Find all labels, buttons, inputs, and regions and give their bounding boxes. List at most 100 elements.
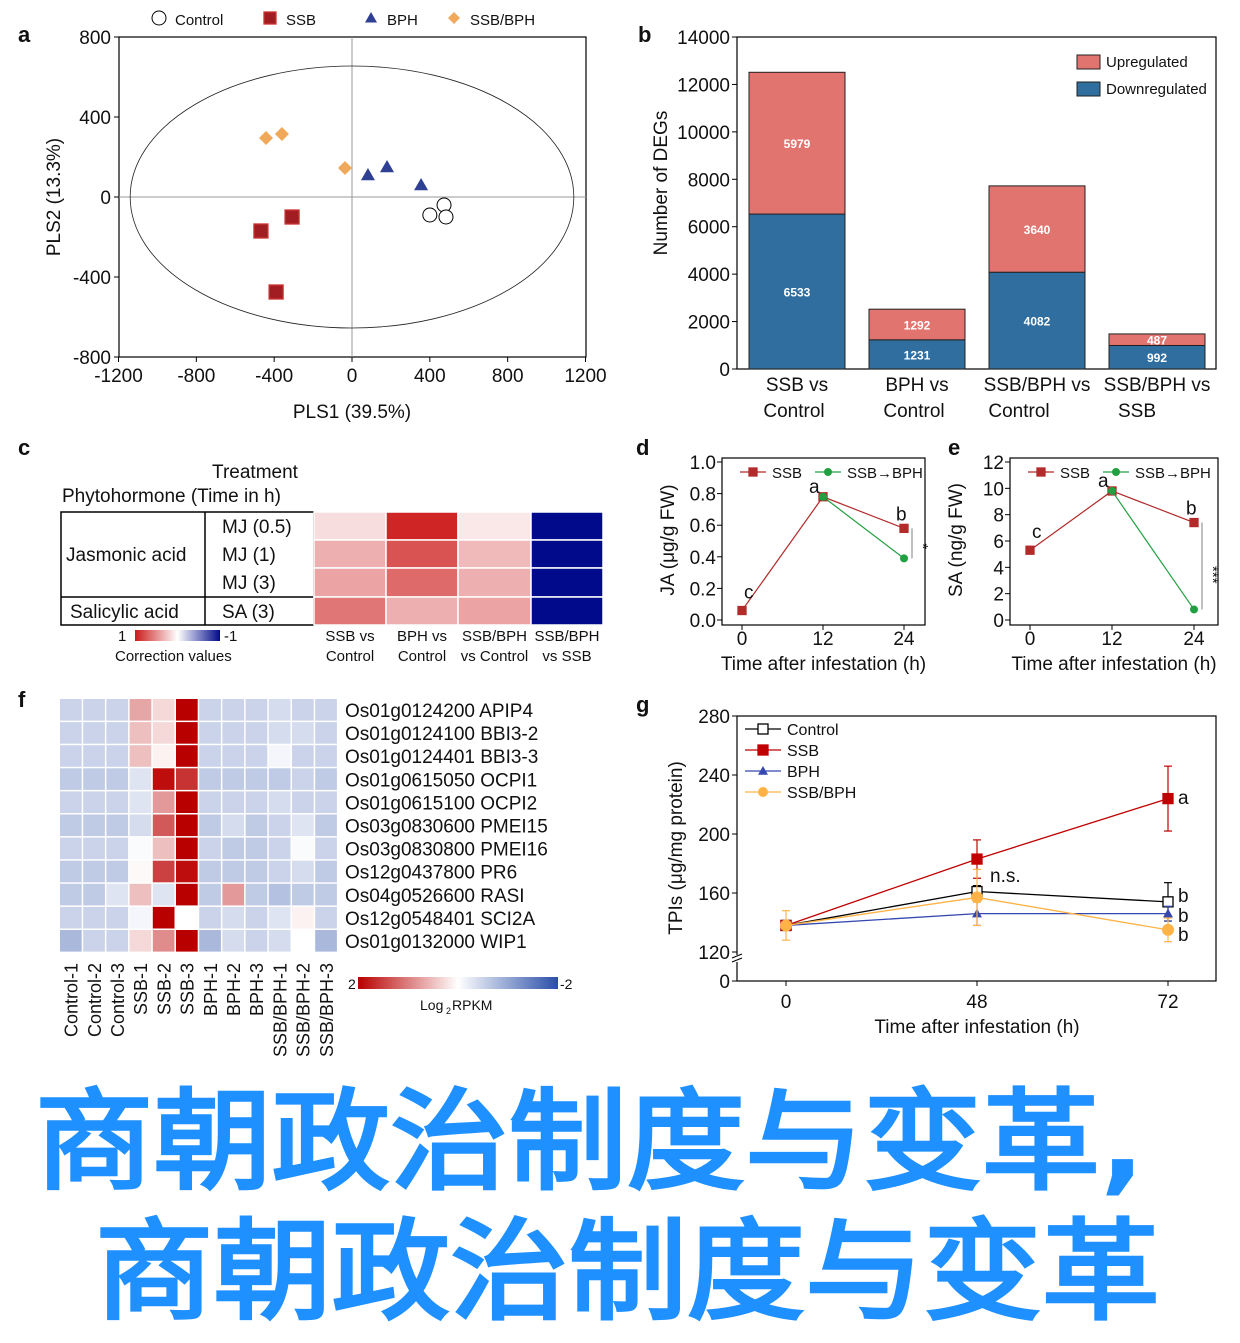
panel-label: f — [18, 687, 26, 712]
y-tick-label: 160 — [698, 884, 730, 905]
sample-label: BPH-3 — [247, 963, 267, 1016]
heatmap-cell — [292, 722, 314, 744]
heatmap-cell — [176, 722, 198, 744]
heatmap-cell — [292, 837, 314, 860]
y-tick-label: 0 — [719, 360, 730, 381]
heatmap-cell — [106, 906, 129, 929]
data-point-control — [422, 207, 438, 223]
heatmap-cell — [268, 699, 291, 721]
colorbar-label: RPKM — [452, 997, 492, 1013]
heatmap-cell — [106, 745, 129, 767]
bar-value-label: 4082 — [1024, 315, 1051, 329]
heatmap-cell — [129, 860, 152, 883]
heatmap-cell — [315, 768, 337, 790]
y-axis-label: TPIs (μg/mg protein) — [666, 761, 687, 935]
heatmap-cell — [129, 930, 152, 952]
gene-label: Os01g0132000 WIP1 — [345, 932, 527, 953]
heatmap-cell — [292, 930, 314, 952]
heatmap-cell — [530, 567, 604, 598]
heatmap-cell — [199, 791, 221, 813]
heatmap-cell — [176, 860, 198, 883]
y-tick-label: 240 — [698, 766, 730, 787]
heatmap-cell — [313, 567, 387, 598]
heatmap-cell — [245, 906, 268, 929]
bar-value-label: 992 — [1147, 351, 1167, 365]
legend-label: BPH — [387, 12, 418, 29]
y-tick-label: 1.0 — [690, 453, 716, 474]
heatmap-cell — [385, 596, 459, 626]
heatmap-cell — [129, 745, 152, 767]
column-label: SSB/BPH — [462, 628, 527, 645]
gene-label: Os01g0124200 APIP4 — [345, 701, 533, 722]
x-axis-label: Time after infestation (h) — [874, 1017, 1079, 1038]
heatmap-cell — [176, 768, 198, 790]
heatmap-cell — [60, 814, 82, 837]
group-label: Jasmonic acid — [66, 545, 186, 566]
heatmap-cell — [106, 860, 129, 883]
data-point-bph — [380, 160, 395, 173]
heatmap-cell — [106, 791, 129, 813]
y-tick-label: 8000 — [688, 170, 730, 191]
heatmap-cell — [83, 745, 105, 767]
heatmap-cell — [245, 883, 268, 906]
heatmap-cell — [313, 511, 387, 541]
data-point — [899, 523, 909, 534]
legend-label: SSB — [286, 12, 316, 29]
data-point — [737, 605, 747, 616]
significance-letter: b — [1186, 499, 1197, 520]
legend-label: Downregulated — [1106, 81, 1207, 98]
data-point-control — [438, 209, 454, 225]
bar-value-label: 5979 — [784, 137, 811, 151]
heatmap-cell — [315, 860, 337, 883]
heatmap-cell — [199, 745, 221, 767]
legend-label: SSB→BPH — [847, 465, 923, 482]
data-point — [900, 554, 908, 563]
significance-letter: a — [1178, 788, 1189, 809]
panel-label: c — [18, 435, 30, 460]
heatmap-cell — [268, 883, 291, 906]
legend-swatch — [1076, 54, 1101, 70]
heatmap-cell — [176, 906, 198, 929]
heatmap-cell — [245, 699, 268, 721]
heatmap-cell — [60, 722, 82, 744]
colorbar-label: Correction values — [115, 648, 232, 665]
data-point — [1163, 908, 1173, 918]
heatmap-cell — [315, 722, 337, 744]
significance-letter: b — [1178, 886, 1189, 907]
heatmap-cell — [129, 837, 152, 860]
heatmap-cell — [315, 814, 337, 837]
category-label: Control — [883, 401, 944, 422]
gene-label: Os04g0526600 RASI — [345, 886, 525, 907]
y-tick-label: 0.0 — [690, 611, 716, 632]
x-axis-label: PLS1 (39.5%) — [293, 402, 411, 423]
data-point-bph — [414, 178, 429, 191]
legend-marker — [1112, 468, 1120, 476]
y-tick-label: 2 — [993, 585, 1004, 606]
heatmap-cell — [106, 883, 129, 906]
data-point — [971, 891, 983, 904]
heatmap-cell — [222, 837, 245, 860]
significance-stars: * — [914, 543, 931, 549]
heatmap-cell — [83, 699, 105, 721]
legend-label: SSB→BPH — [1135, 465, 1211, 482]
gene-label: Os03g0830600 PMEI15 — [345, 817, 548, 838]
heatmap-cell — [199, 860, 221, 883]
data-point-ssb-bph — [274, 127, 289, 141]
significance-label: n.s. — [990, 866, 1021, 887]
y-tick-label: 2000 — [688, 313, 730, 334]
heatmap-cell — [60, 768, 82, 790]
category-label: Control — [988, 401, 1049, 422]
y-axis-label: SA (ng/g FW) — [946, 483, 967, 597]
heatmap-cell — [129, 883, 152, 906]
data-point — [780, 919, 792, 932]
significance-letter: c — [744, 583, 754, 604]
heatmap-cell — [60, 906, 82, 929]
panel-label: d — [636, 435, 649, 460]
bar-value-label: 487 — [1147, 334, 1167, 348]
category-label: SSB vs — [766, 375, 828, 396]
sample-label: SSB-3 — [178, 963, 198, 1015]
sample-label: Control-1 — [62, 963, 82, 1037]
heatmap-cell — [152, 722, 175, 744]
bar-upregulated — [1108, 333, 1206, 346]
sample-label: Control-3 — [108, 963, 128, 1037]
